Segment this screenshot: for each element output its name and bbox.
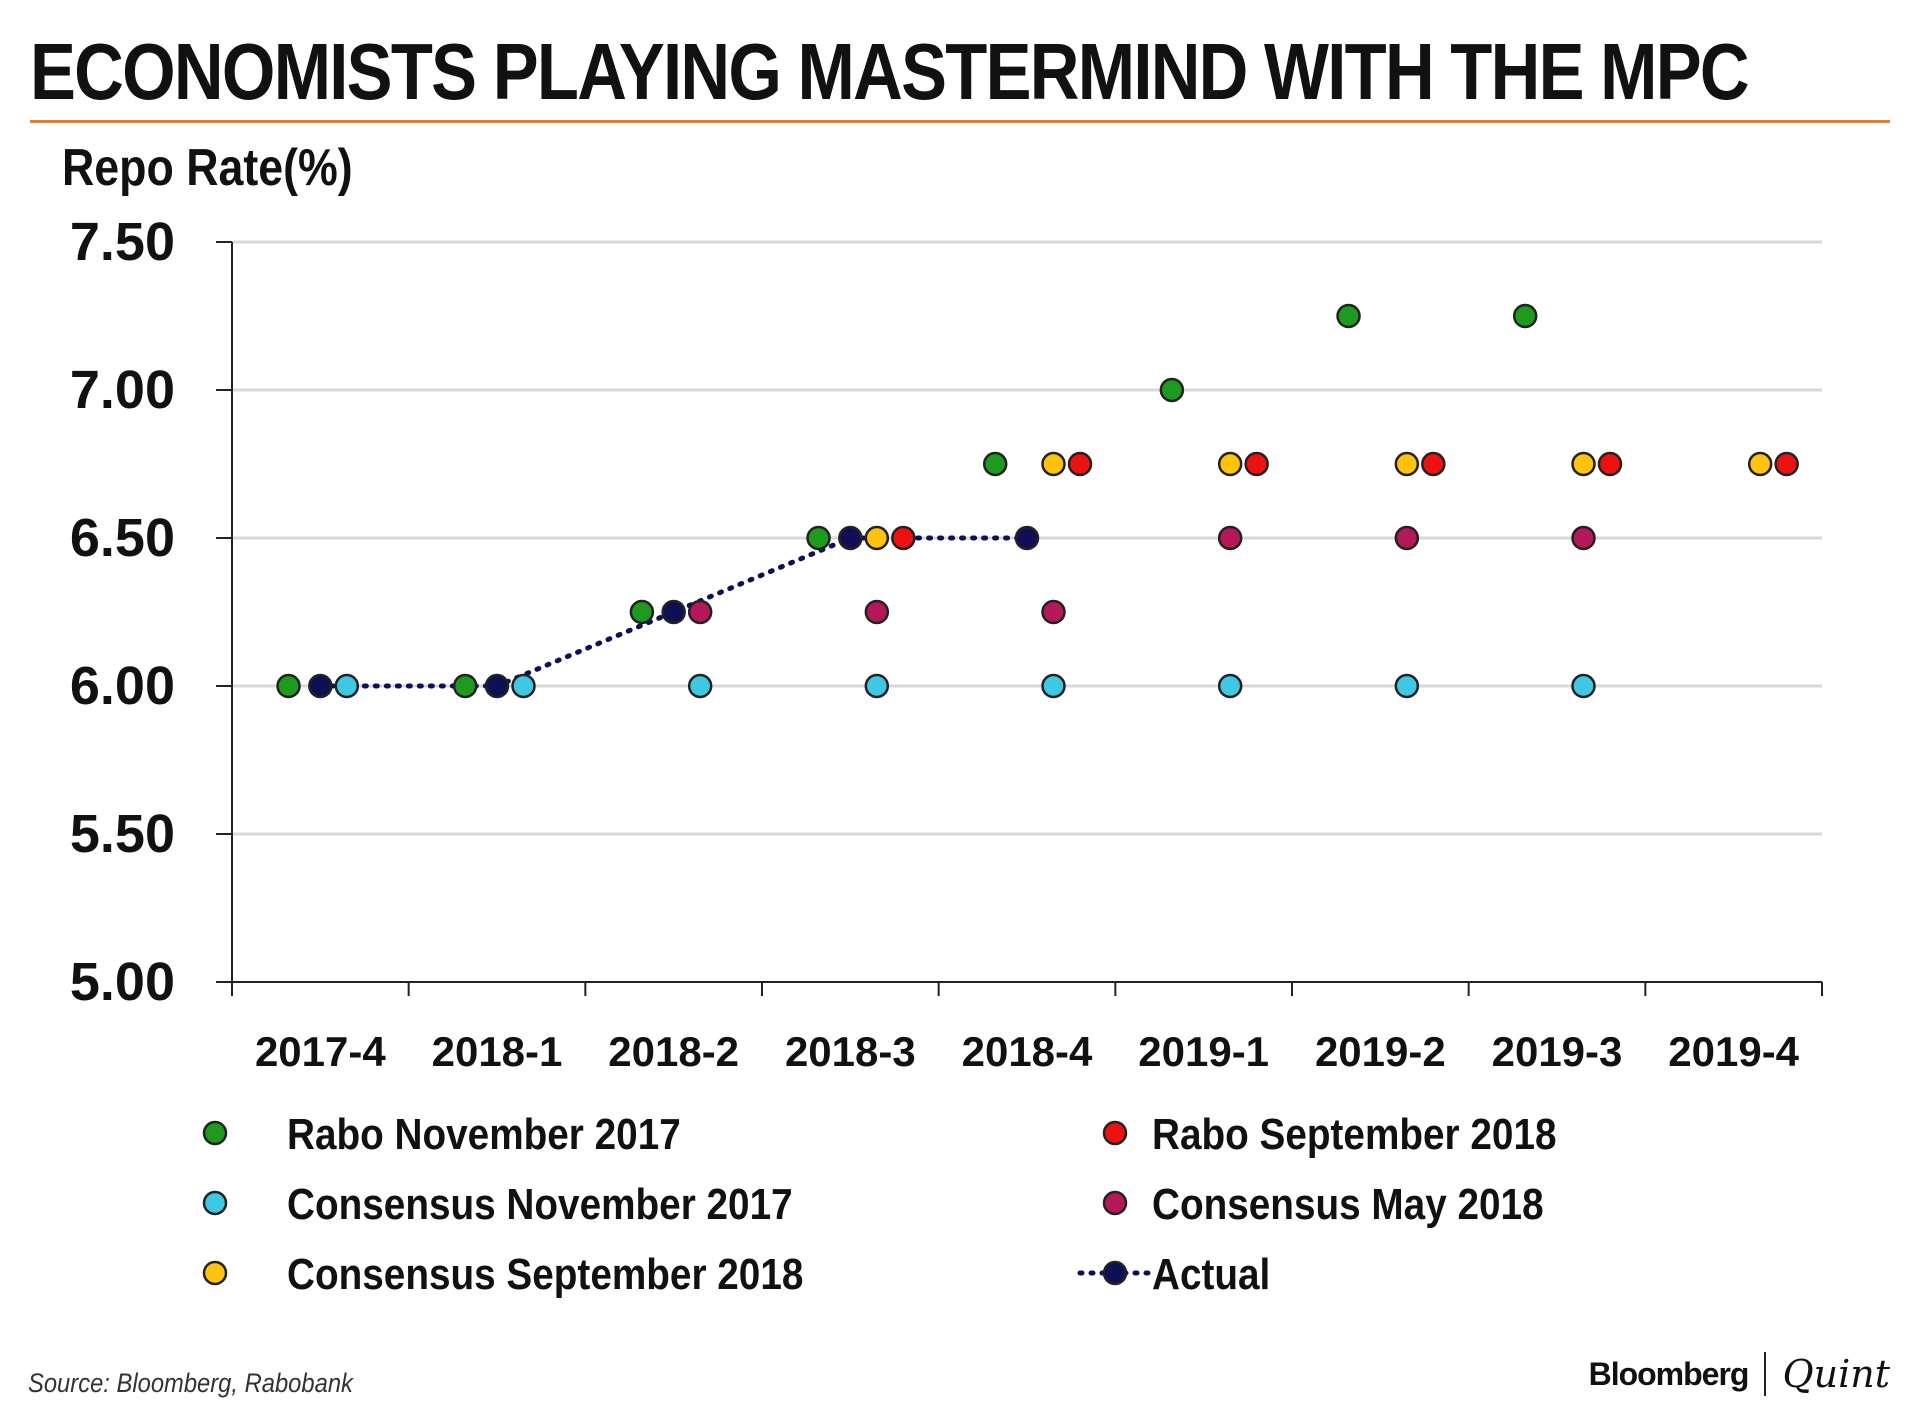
- x-tick-label: 2019-3: [1492, 1028, 1623, 1075]
- x-tick-label: 2018-4: [962, 1028, 1093, 1075]
- y-tick-label: 6.00: [70, 656, 175, 716]
- brand-bloomberg: Bloomberg: [1588, 1355, 1750, 1392]
- point-rabo-november-2017: [629, 599, 655, 625]
- legend-marker-actual: [1102, 1260, 1128, 1286]
- point-actual: [1014, 525, 1040, 551]
- axes: [216, 241, 1823, 996]
- point-consensus-may-2018: [687, 599, 713, 625]
- x-tick-label: 2018-2: [608, 1028, 739, 1075]
- point-actual: [308, 673, 333, 699]
- x-tick-label: 2019-4: [1668, 1028, 1799, 1075]
- point-rabo-november-2017: [276, 673, 301, 699]
- x-tick-label: 2019-2: [1315, 1028, 1446, 1075]
- data-points: [276, 303, 1799, 699]
- y-tick-label: 6.50: [70, 508, 175, 568]
- point-consensus-may-2018: [1394, 525, 1420, 551]
- point-rabo-september-2018: [1421, 451, 1446, 477]
- point-actual: [484, 673, 510, 699]
- legend-marker-consensus-november-2017: [202, 1190, 228, 1216]
- y-tick-label: 7.50: [70, 212, 175, 272]
- point-consensus-november-2017: [511, 673, 536, 699]
- point-actual: [838, 525, 863, 551]
- chart-title: ECONOMISTS PLAYING MASTERMIND WITH THE M…: [30, 27, 1750, 116]
- legend-label-consensus-september-2018: Consensus September 2018: [287, 1249, 803, 1299]
- point-consensus-september-2018: [1041, 451, 1066, 477]
- x-tick-label: 2018-3: [785, 1028, 916, 1075]
- point-consensus-may-2018: [864, 599, 890, 625]
- point-consensus-september-2018: [1217, 451, 1243, 477]
- y-axis-label: Repo Rate(%): [62, 139, 353, 197]
- point-consensus-november-2017: [1041, 673, 1066, 699]
- y-tick-label: 5.00: [70, 952, 175, 1012]
- point-rabo-november-2017: [1336, 303, 1361, 329]
- point-consensus-may-2018: [1041, 599, 1066, 625]
- legend-label-actual: Actual: [1152, 1249, 1270, 1299]
- point-rabo-september-2018: [1597, 451, 1623, 477]
- y-tick-label: 7.00: [70, 360, 175, 420]
- x-tick-label: 2017-4: [255, 1028, 386, 1075]
- x-tick-label: 2019-1: [1138, 1028, 1269, 1075]
- legend-label-rabo-november-2017: Rabo November 2017: [287, 1109, 681, 1159]
- legend-marker-rabo-september-2018: [1102, 1120, 1128, 1146]
- point-rabo-september-2018: [1067, 451, 1093, 477]
- point-consensus-september-2018: [1747, 451, 1773, 477]
- point-consensus-september-2018: [864, 525, 890, 551]
- point-consensus-november-2017: [334, 673, 360, 699]
- point-consensus-november-2017: [687, 673, 713, 699]
- brand-quint: Quint: [1782, 1352, 1890, 1396]
- point-consensus-september-2018: [1394, 451, 1420, 477]
- point-rabo-september-2018: [891, 525, 916, 551]
- point-consensus-may-2018: [1571, 525, 1596, 551]
- point-actual: [661, 599, 686, 625]
- legend-marker-consensus-september-2018: [202, 1260, 228, 1286]
- legend-marker-consensus-may-2018: [1102, 1190, 1128, 1216]
- point-rabo-november-2017: [1159, 377, 1185, 403]
- point-rabo-november-2017: [806, 525, 831, 551]
- title-rule: [30, 120, 1890, 123]
- point-rabo-september-2018: [1774, 451, 1799, 477]
- point-rabo-november-2017: [452, 673, 478, 699]
- point-consensus-may-2018: [1217, 525, 1243, 551]
- point-consensus-november-2017: [1571, 673, 1596, 699]
- point-rabo-november-2017: [982, 451, 1008, 477]
- point-consensus-september-2018: [1571, 451, 1596, 477]
- brand-divider: [1764, 1352, 1767, 1396]
- y-tick-label: 5.50: [70, 804, 175, 864]
- legend-label-consensus-may-2018: Consensus May 2018: [1152, 1179, 1544, 1229]
- point-consensus-november-2017: [864, 673, 890, 699]
- x-tick-label: 2018-1: [432, 1028, 563, 1075]
- point-consensus-november-2017: [1394, 673, 1420, 699]
- tick-labels: 7.50 7.00 6.50 6.00 5.50 5.00 2017-4 2018-1 2018…: [70, 212, 1800, 1075]
- legend-label-rabo-september-2018: Rabo September 2018: [1152, 1109, 1557, 1159]
- legend-marker-rabo-november-2017: [202, 1120, 228, 1146]
- legend: Rabo November 2017 Rabo September 2018 Con…: [202, 1109, 1557, 1299]
- point-consensus-november-2017: [1217, 673, 1243, 699]
- point-rabo-september-2018: [1244, 451, 1269, 477]
- source-note: Source: Bloomberg, Rabobank: [28, 1368, 353, 1398]
- point-rabo-november-2017: [1512, 303, 1538, 329]
- brand-logo: Bloomberg Quint: [1589, 1352, 1890, 1396]
- legend-label-consensus-november-2017: Consensus November 2017: [287, 1179, 793, 1229]
